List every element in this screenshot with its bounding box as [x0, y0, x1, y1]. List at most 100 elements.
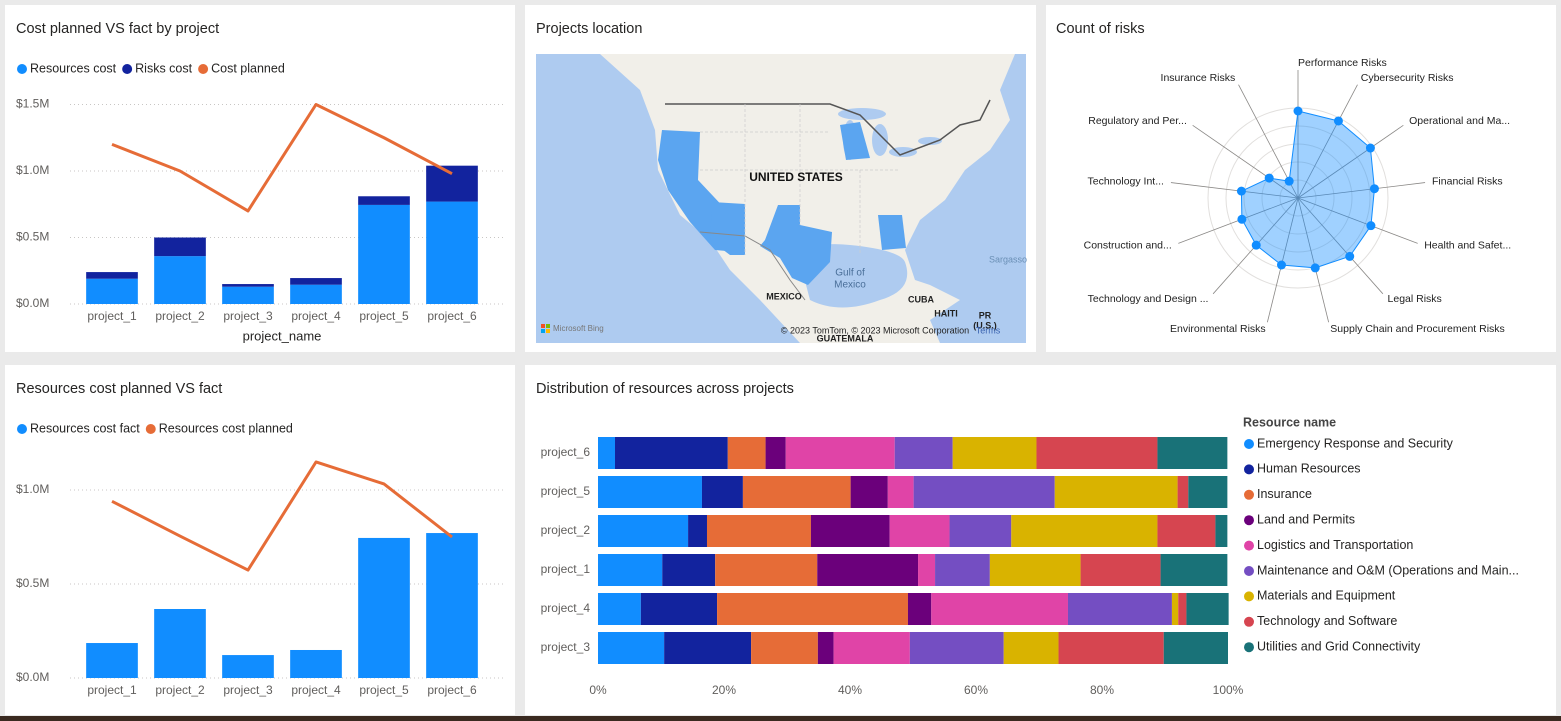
y-tick-label: project_4 [541, 601, 591, 615]
x-tick-label: project_1 [87, 683, 137, 697]
bar-segment [1171, 593, 1179, 625]
x-tick-label: project_2 [155, 683, 205, 697]
radar-point [1366, 221, 1376, 231]
bar-segment [1058, 632, 1164, 664]
legend-label: Human Resources [1257, 462, 1361, 476]
radar-label: Financial Risks [1432, 176, 1503, 188]
legend-label: Utilities and Grid Connectivity [1257, 639, 1421, 653]
bar-segment [688, 515, 707, 547]
radar-axis [1297, 197, 1418, 244]
bar-segment [1157, 515, 1216, 547]
radar-label: Technology Int... [1088, 176, 1164, 188]
radar-point [1237, 214, 1247, 224]
y-tick-label: $1.0M [16, 482, 49, 496]
legend-label: Risks cost [135, 61, 192, 75]
legend-label: Land and Permits [1257, 512, 1355, 526]
x-tick-label: 100% [1213, 683, 1244, 697]
bar-segment [913, 476, 1055, 508]
bar [426, 533, 478, 678]
bar [86, 272, 138, 279]
map-label: UNITED STATES [749, 170, 843, 184]
radar-point [1236, 186, 1246, 196]
bar [154, 609, 206, 678]
panel [1046, 5, 1556, 352]
x-tick-label: 60% [964, 683, 988, 697]
bar-segment [952, 437, 1037, 469]
radar-axis [1297, 84, 1358, 199]
bar-segment [598, 632, 665, 664]
x-tick-label: 0% [589, 683, 607, 697]
bar [222, 655, 274, 678]
bar-segment [1067, 593, 1172, 625]
legend-marker [17, 424, 27, 434]
bar [426, 165, 478, 202]
x-tick-label: project_2 [155, 309, 205, 323]
y-tick-label: $0.0M [16, 670, 49, 684]
bar-segment [1188, 476, 1228, 508]
x-tick-label: project_1 [87, 309, 137, 323]
bar-segment [598, 593, 641, 625]
radar-axis [1297, 182, 1426, 199]
bar-segment [935, 554, 990, 586]
bar-segment [887, 476, 914, 508]
map-label: PR [979, 310, 992, 320]
chart-title: Resources cost planned VS fact [16, 381, 222, 397]
legend-label: Materials and Equipment [1257, 589, 1396, 603]
bar-segment [598, 515, 689, 547]
radar-label: Cybersecurity Risks [1361, 72, 1454, 84]
y-tick-label: $0.5M [16, 230, 49, 244]
bar-segment [717, 593, 908, 625]
bar-segment [701, 476, 743, 508]
x-tick-label: project_4 [291, 683, 341, 697]
radar-label: Performance Risks [1298, 57, 1387, 69]
legend-marker [1244, 464, 1254, 475]
bar-segment [727, 437, 766, 469]
bar-segment [615, 437, 728, 469]
legend-label: Resources cost fact [30, 421, 140, 435]
bar-segment [918, 554, 936, 586]
bar-segment [598, 554, 663, 586]
radar-point [1365, 143, 1375, 153]
radar-label: Environmental Risks [1170, 323, 1266, 335]
radar-axis [1297, 197, 1384, 295]
bar-segment [598, 437, 616, 469]
y-tick-label: $1.5M [16, 97, 49, 111]
chart-title: Cost planned VS fact by project [16, 21, 219, 37]
map-label: Gulf of [835, 268, 865, 279]
legend-label: Logistics and Transportation [1257, 538, 1413, 552]
bottom-bar [0, 716, 1561, 721]
bar-segment [989, 554, 1081, 586]
bar-segment [817, 632, 834, 664]
map-label: (U.S.) [973, 320, 997, 330]
radar-point [1276, 260, 1286, 270]
radar-point [1264, 173, 1274, 183]
bar-segment [765, 437, 786, 469]
bar [86, 643, 138, 678]
bar-segment [785, 437, 895, 469]
bar-segment [889, 515, 950, 547]
legend-label: Resources cost planned [159, 421, 293, 435]
region [878, 215, 906, 250]
legend-label: Technology and Software [1257, 614, 1397, 628]
bar [290, 278, 342, 285]
legend-label: Resources cost [30, 61, 117, 75]
bar-segment [1177, 476, 1189, 508]
radar-point [1345, 251, 1355, 261]
x-tick-label: project_3 [223, 309, 273, 323]
bar-segment [751, 632, 818, 664]
legend-marker [1244, 489, 1254, 500]
bar-segment [664, 632, 752, 664]
radar-axis [1170, 182, 1299, 199]
y-tick-label: project_6 [541, 445, 591, 459]
ocean [536, 54, 800, 343]
bar-segment [909, 632, 1004, 664]
legend-marker [122, 64, 133, 74]
legend-marker [1244, 616, 1254, 627]
logo [546, 324, 550, 328]
radar-label: Technology and Design ... [1088, 293, 1209, 305]
radar-label: Operational and Ma... [1409, 115, 1510, 127]
bar [154, 256, 206, 304]
map-label: Mexico [834, 280, 866, 291]
bar-segment [949, 515, 1012, 547]
